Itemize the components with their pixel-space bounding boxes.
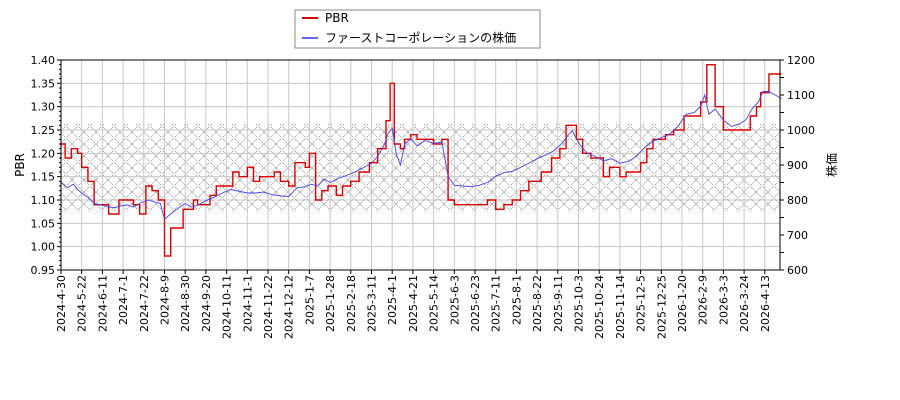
plot-series [60, 63, 782, 257]
x-tick-label: 2025-10-24 [593, 275, 606, 339]
x-tick-label: 2024-7-22 [138, 275, 151, 332]
x-tick-label: 2025-2-18 [345, 275, 358, 332]
pbr-line [61, 63, 782, 257]
left-axis-title: PBR [13, 153, 27, 177]
left-tick-label: 1.30 [31, 101, 56, 114]
x-axis: 2024-4-30 2024-5-22 2024-6-11 2024-7-1 2024-… [55, 270, 772, 339]
right-tick-label: 600 [787, 264, 808, 277]
x-tick-label: 2024-9-20 [200, 275, 213, 332]
x-tick-label: 2025-11-14 [614, 275, 627, 339]
right-tick-label: 700 [787, 229, 808, 242]
left-axis: 0.95 1.00 1.05 1.10 1.15 1.20 1.25 1.30 1.35 1.40 [31, 54, 61, 277]
right-tick-label: 800 [787, 194, 808, 207]
x-tick-label: 2025-4-21 [407, 275, 420, 332]
x-tick-label: 2025-6-23 [469, 275, 482, 332]
gridlines [60, 59, 780, 271]
right-axis: 600 700 800 900 1000 1100 1200 [780, 54, 815, 277]
right-tick-label: 1000 [787, 124, 815, 137]
x-tick-label: 2025-9-11 [552, 275, 565, 332]
x-tick-label: 2024-6-11 [96, 275, 109, 332]
x-tick-label: 2024-12-12 [283, 275, 296, 339]
x-tick-label: 2025-3-11 [366, 275, 379, 332]
left-tick-label: 1.10 [31, 194, 56, 207]
x-tick-label: 2026-1-20 [676, 275, 689, 332]
left-tick-label: 1.25 [31, 124, 56, 137]
x-tick-label: 2025-1-28 [324, 275, 337, 332]
right-tick-label: 1200 [787, 54, 815, 67]
left-tick-label: 1.40 [31, 54, 56, 67]
x-tick-label: 2025-6-3 [448, 275, 461, 325]
left-tick-label: 1.00 [31, 241, 56, 254]
right-tick-label: 900 [787, 159, 808, 172]
x-tick-label: 2024-11-1 [241, 275, 254, 332]
x-tick-label: 2026-3-3 [717, 275, 730, 325]
legend-label-price: ファーストコーポレーションの株価 [325, 30, 516, 45]
x-tick-label: 2024-4-30 [55, 275, 68, 332]
x-tick-label: 2025-5-14 [428, 275, 441, 332]
right-axis-title: 株価 [824, 153, 839, 177]
x-tick-label: 2025-7-11 [490, 275, 503, 332]
legend-box [294, 9, 541, 49]
x-tick-label: 2026-3-24 [738, 275, 751, 332]
left-tick-label: 1.35 [31, 77, 56, 90]
left-tick-label: 1.05 [31, 217, 56, 230]
x-tick-label: 2025-4-1 [386, 275, 399, 325]
x-tick-label: 2026-2-9 [697, 275, 710, 325]
left-tick-label: 1.15 [31, 171, 56, 184]
x-tick-label: 2025-10-3 [573, 275, 586, 332]
left-tick-label: 0.95 [31, 264, 56, 277]
x-tick-label: 2024-11-22 [262, 275, 275, 339]
x-tick-label: 2024-8-9 [159, 275, 172, 325]
x-tick-label: 2026-4-13 [759, 275, 772, 332]
x-tick-label: 2025-8-22 [531, 275, 544, 332]
left-tick-label: 1.20 [31, 147, 56, 160]
right-tick-label: 1100 [787, 89, 815, 102]
x-tick-label: 2025-12-5 [635, 275, 648, 332]
x-tick-label: 2025-8-1 [510, 275, 523, 325]
x-tick-label: 2024-5-22 [76, 275, 89, 332]
x-tick-label: 2024-7-1 [117, 275, 130, 325]
x-tick-label: 2024-10-11 [221, 275, 234, 339]
x-tick-label: 2025-1-7 [303, 275, 316, 325]
x-tick-label: 2024-8-30 [179, 275, 192, 332]
shaded-band [61, 123, 780, 212]
x-tick-label: 2025-12-25 [655, 275, 668, 339]
legend: PBR ファーストコーポレーションの株価 [294, 9, 541, 49]
price-line [60, 91, 782, 221]
legend-label-pbr: PBR [325, 11, 349, 25]
